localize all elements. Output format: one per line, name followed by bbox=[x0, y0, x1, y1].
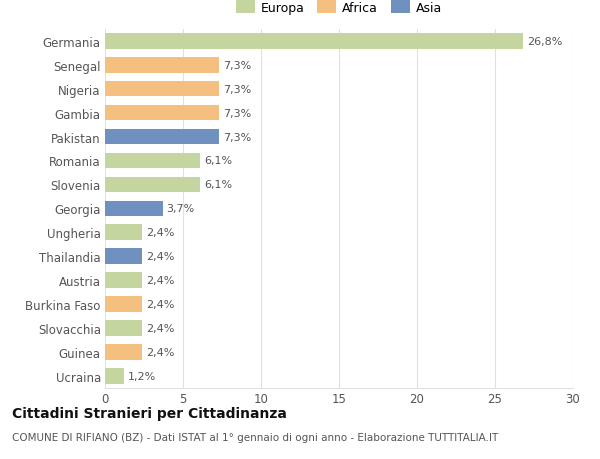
Text: 7,3%: 7,3% bbox=[223, 132, 251, 142]
Bar bbox=[105, 177, 200, 193]
Text: 2,4%: 2,4% bbox=[146, 228, 175, 238]
Text: 2,4%: 2,4% bbox=[146, 299, 175, 309]
Text: 3,7%: 3,7% bbox=[167, 204, 195, 214]
Bar bbox=[105, 297, 142, 312]
Bar bbox=[105, 344, 142, 360]
Text: COMUNE DI RIFIANO (BZ) - Dati ISTAT al 1° gennaio di ogni anno - Elaborazione TU: COMUNE DI RIFIANO (BZ) - Dati ISTAT al 1… bbox=[12, 432, 498, 442]
Bar bbox=[105, 273, 142, 288]
Bar bbox=[105, 320, 142, 336]
Text: 1,2%: 1,2% bbox=[128, 371, 156, 381]
Text: 7,3%: 7,3% bbox=[223, 84, 251, 95]
Text: 2,4%: 2,4% bbox=[146, 252, 175, 262]
Bar bbox=[105, 368, 124, 384]
Bar bbox=[105, 58, 219, 73]
Text: 6,1%: 6,1% bbox=[204, 156, 232, 166]
Text: 7,3%: 7,3% bbox=[223, 61, 251, 71]
Bar bbox=[105, 249, 142, 264]
Legend: Europa, Africa, Asia: Europa, Africa, Asia bbox=[231, 0, 447, 20]
Text: 2,4%: 2,4% bbox=[146, 323, 175, 333]
Bar bbox=[105, 34, 523, 50]
Text: 2,4%: 2,4% bbox=[146, 347, 175, 357]
Bar bbox=[105, 201, 163, 217]
Bar bbox=[105, 153, 200, 169]
Text: Cittadini Stranieri per Cittadinanza: Cittadini Stranieri per Cittadinanza bbox=[12, 406, 287, 420]
Text: 2,4%: 2,4% bbox=[146, 275, 175, 285]
Bar bbox=[105, 225, 142, 241]
Text: 26,8%: 26,8% bbox=[527, 37, 562, 47]
Text: 6,1%: 6,1% bbox=[204, 180, 232, 190]
Text: 7,3%: 7,3% bbox=[223, 108, 251, 118]
Bar bbox=[105, 129, 219, 145]
Bar bbox=[105, 82, 219, 97]
Bar bbox=[105, 106, 219, 121]
